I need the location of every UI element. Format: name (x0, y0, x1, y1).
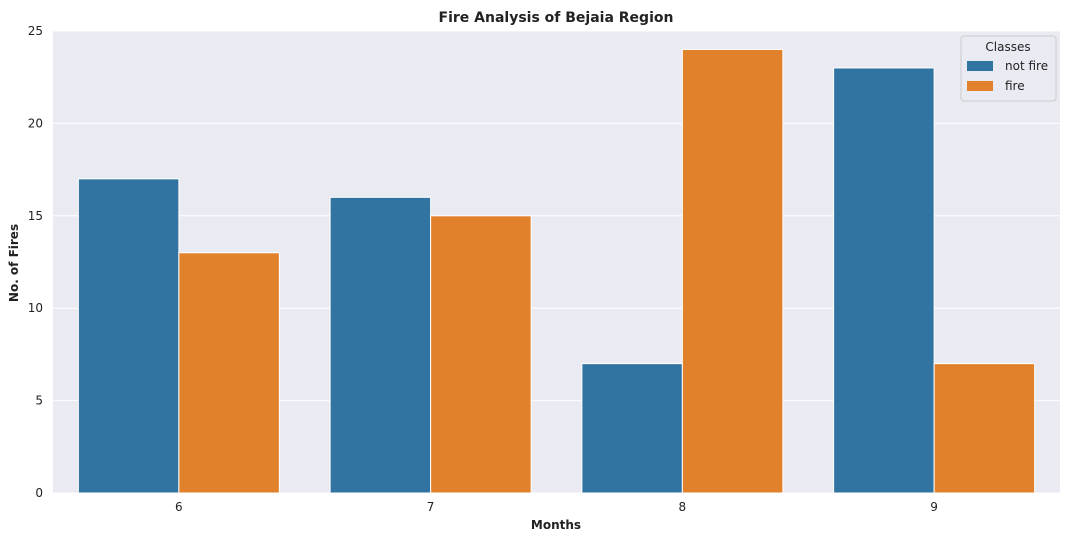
legend-title: Classes (985, 40, 1030, 54)
y-tick-label: 10 (28, 301, 43, 315)
legend: Classes not fire fire (960, 35, 1057, 102)
y-tick-label: 5 (35, 394, 43, 408)
bar-not-fire-8 (581, 363, 683, 494)
y-tick-label: 20 (28, 116, 43, 130)
legend-swatch-not-fire (967, 61, 993, 71)
x-tick-label: 8 (679, 500, 687, 514)
bar-not-fire-9 (833, 67, 935, 494)
bars (77, 48, 1036, 494)
x-tick-label: 6 (175, 500, 183, 514)
x-axis-ticks: 6 7 8 9 (175, 500, 938, 514)
bar-fire-9 (933, 363, 1036, 494)
x-axis-label: Months (531, 518, 581, 532)
chart-title: Fire Analysis of Bejaia Region (439, 10, 674, 26)
y-tick-label: 25 (28, 24, 43, 38)
legend-label-fire: fire (1005, 79, 1025, 93)
legend-label-not-fire: not fire (1005, 59, 1048, 73)
y-axis-label: No. of Fires (7, 224, 21, 302)
bar-fire-7 (430, 215, 532, 494)
bar-fire-6 (178, 252, 280, 494)
y-tick-label: 15 (28, 209, 43, 223)
bar-fire-8 (681, 48, 784, 494)
legend-swatch-fire (967, 81, 993, 91)
x-tick-label: 7 (427, 500, 435, 514)
y-axis-ticks: 0 5 10 15 20 25 (28, 24, 43, 500)
x-tick-label: 9 (930, 500, 938, 514)
bar-not-fire-7 (329, 196, 432, 494)
bar-not-fire-6 (77, 178, 180, 494)
y-tick-label: 0 (35, 486, 43, 500)
